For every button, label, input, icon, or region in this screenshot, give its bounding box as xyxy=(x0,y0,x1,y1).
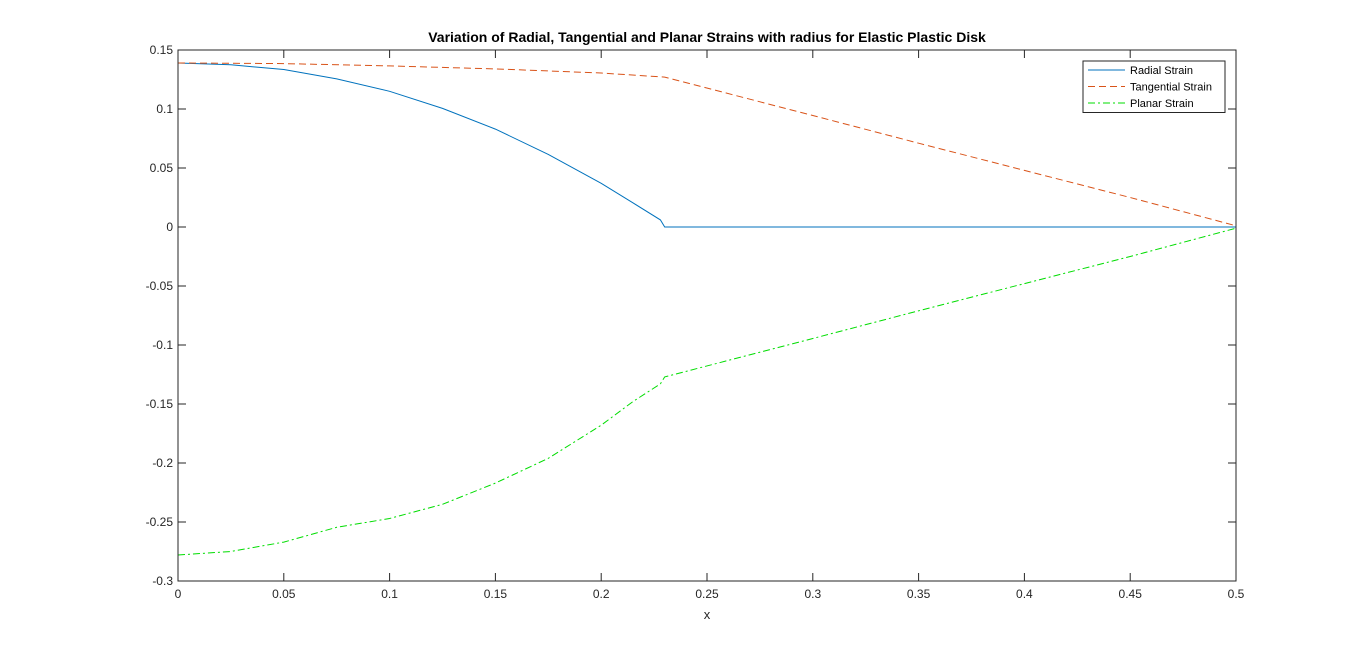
x-tick-label: 0.45 xyxy=(1119,587,1143,601)
series-layer xyxy=(177,62,1237,556)
x-axis-label: x xyxy=(704,607,711,622)
x-tick-label: 0.25 xyxy=(695,587,719,601)
y-tick-label: 0.15 xyxy=(150,43,174,57)
y-tick-label: -0.15 xyxy=(146,397,174,411)
y-tick-label: 0.1 xyxy=(156,102,173,116)
series-line-planar-strain xyxy=(177,227,1237,556)
plot-frame xyxy=(177,49,1237,582)
ticks-layer: 0 0.05 0.1 0.15 0.2 0.25 0.3 0.35 0.4 0.45 0.5 0.15… xyxy=(146,43,1245,601)
y-tick-label: -0.25 xyxy=(146,515,174,529)
legend-entry: Radial Strain xyxy=(1130,65,1193,77)
x-tick-label: 0.2 xyxy=(593,587,610,601)
x-tick-label: 0.1 xyxy=(381,587,398,601)
legend-entry: Planar Strain xyxy=(1130,98,1194,110)
y-tick-label: 0.05 xyxy=(150,161,174,175)
chart-title: Variation of Radial, Tangential and Plan… xyxy=(428,29,986,45)
x-tick-label: 0.3 xyxy=(804,587,821,601)
legend[interactable]: Radial Strain Tangential Strain Planar Str… xyxy=(1082,60,1226,113)
y-tick-label: -0.05 xyxy=(146,279,174,293)
y-tick-label: -0.1 xyxy=(152,338,173,352)
y-tick-label: -0.2 xyxy=(152,456,173,470)
x-tick-label: 0.35 xyxy=(907,587,931,601)
x-tick-label: 0.15 xyxy=(484,587,508,601)
x-tick-label: 0.05 xyxy=(272,587,296,601)
y-tick-label: 0 xyxy=(166,220,173,234)
series-line-tangential-strain xyxy=(177,62,1237,227)
x-tick-label: 0.4 xyxy=(1016,587,1033,601)
series-line-radial-strain xyxy=(177,62,1236,228)
x-tick-label: 0 xyxy=(175,587,182,601)
plot-area xyxy=(178,50,1236,581)
x-tick-label: 0.5 xyxy=(1228,587,1245,601)
legend-entry: Tangential Strain xyxy=(1130,82,1212,94)
y-tick-label: -0.3 xyxy=(152,574,173,588)
